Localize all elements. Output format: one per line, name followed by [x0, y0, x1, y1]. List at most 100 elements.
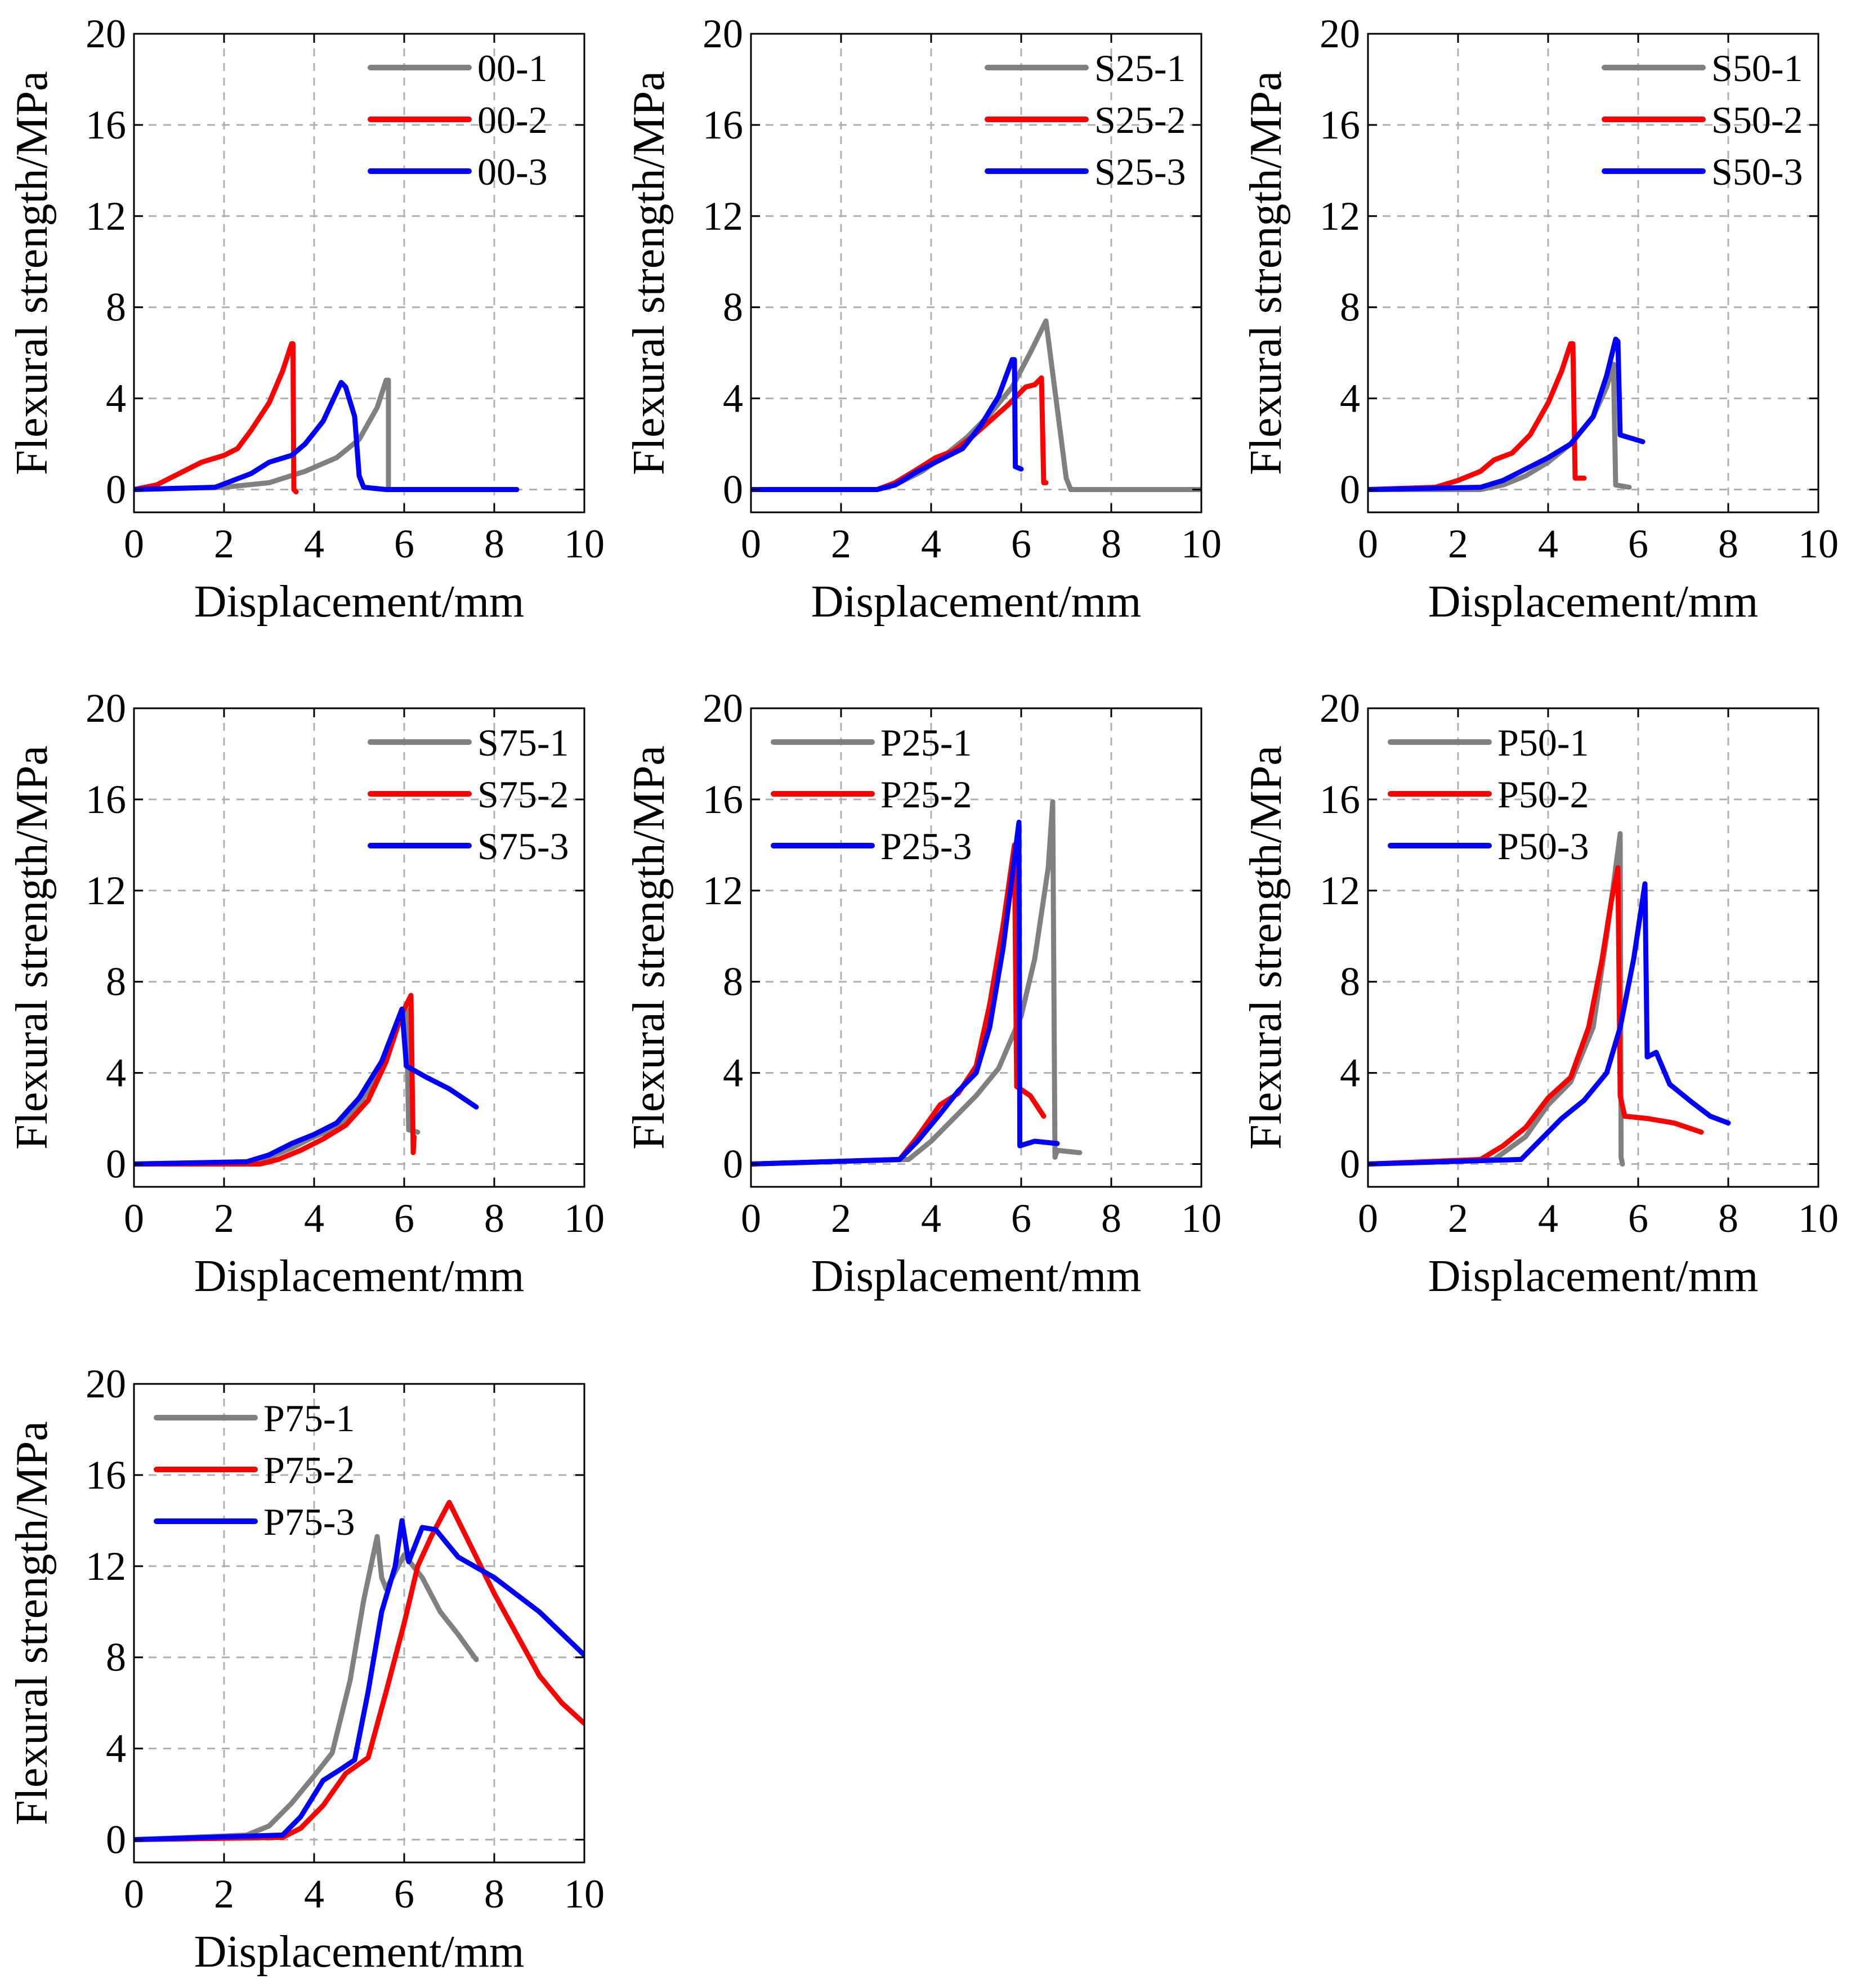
- y-tick-label: 12: [86, 868, 126, 913]
- y-tick-label: 0: [106, 1817, 126, 1862]
- x-tick-label: 6: [1011, 521, 1031, 566]
- legend-label: P25-2: [880, 773, 972, 816]
- y-tick-label: 4: [1340, 1051, 1360, 1096]
- series-line-P50-1: [1368, 831, 1625, 1167]
- legend-label: P25-1: [880, 721, 972, 764]
- x-tick-label: 8: [1718, 521, 1738, 566]
- x-tick-label: 6: [394, 1196, 414, 1241]
- legend-label: S50-1: [1711, 47, 1803, 90]
- x-tick-label: 4: [304, 1871, 324, 1916]
- x-tick-label: 4: [921, 521, 941, 566]
- series-line-S25-1: [751, 318, 1201, 492]
- x-axis-label: Displacement/mm: [194, 577, 525, 627]
- x-axis-label: Displacement/mm: [811, 577, 1142, 627]
- x-axis-label: Displacement/mm: [194, 1252, 525, 1301]
- y-tick-label: 12: [703, 868, 743, 913]
- y-tick-label: 0: [1340, 467, 1360, 512]
- legend-label: S25-3: [1094, 150, 1186, 193]
- x-tick-label: 6: [1628, 521, 1648, 566]
- y-tick-label: 16: [86, 777, 126, 822]
- y-tick-label: 4: [723, 376, 743, 421]
- x-tick-label: 8: [1101, 1196, 1121, 1241]
- series-line-00-1: [134, 377, 520, 492]
- y-tick-label: 4: [106, 1726, 126, 1771]
- series-line-P50-2: [1368, 865, 1704, 1167]
- y-axis-label: Flexural strength/MPa: [7, 71, 57, 475]
- legend: S25-1 S25-2 S25-3: [985, 47, 1186, 193]
- x-tick-label: 4: [1538, 521, 1558, 566]
- x-tick-label: 10: [1798, 1196, 1839, 1241]
- x-tick-label: 4: [304, 521, 324, 566]
- y-tick-label: 16: [703, 102, 743, 148]
- legend-label: P75-1: [263, 1397, 355, 1440]
- series-line-P25-3: [751, 819, 1060, 1167]
- legend: P25-1 P25-2 P25-3: [771, 721, 972, 868]
- y-tick-label: 16: [86, 1453, 126, 1498]
- y-tick-label: 12: [86, 1544, 126, 1589]
- x-tick-label: 6: [394, 1871, 414, 1916]
- chart-panel-3: 0 2 4 6 8 10 0 4 8 12 16 20 Displacement/mm Flexural …: [1241, 11, 1839, 627]
- y-axis-label: Flexural strength/MPa: [1241, 71, 1291, 475]
- y-tick-label: 20: [86, 1361, 126, 1406]
- x-tick-label: 10: [1181, 521, 1222, 566]
- y-tick-label: 8: [106, 285, 126, 330]
- x-tick-label: 2: [214, 1871, 234, 1916]
- y-axis-label: Flexural strength/MPa: [1241, 745, 1291, 1150]
- x-tick-label: 6: [1011, 1196, 1031, 1241]
- chart-panel-4: 0 2 4 6 8 10 0 4 8 12 16 20 Displacement/mm Flexural …: [7, 686, 605, 1301]
- legend-label: 00-2: [477, 99, 548, 141]
- axes-frame: [750, 33, 1202, 513]
- y-tick-label: 20: [1320, 686, 1360, 731]
- chart-panel-6: 0 2 4 6 8 10 0 4 8 12 16 20 Displacement/mm Flexural …: [1241, 686, 1839, 1301]
- y-tick-label: 20: [86, 11, 126, 56]
- legend-label: S75-3: [477, 825, 569, 868]
- x-tick-label: 0: [124, 1196, 144, 1241]
- legend-label: 00-1: [477, 47, 548, 90]
- legend-label: P75-2: [263, 1449, 355, 1491]
- y-tick-label: 4: [723, 1051, 743, 1096]
- axes-frame: [133, 1383, 585, 1864]
- legend-label: P50-3: [1497, 825, 1589, 868]
- legend-label: P25-3: [880, 825, 972, 868]
- y-tick-label: 8: [723, 959, 743, 1004]
- x-tick-label: 2: [1448, 521, 1468, 566]
- series-line-P75-1: [134, 1534, 479, 1842]
- y-tick-label: 16: [703, 777, 743, 822]
- y-tick-label: 16: [1320, 102, 1360, 148]
- y-tick-label: 0: [106, 467, 126, 512]
- series-line-S25-3: [751, 357, 1024, 492]
- legend-label: P50-1: [1497, 721, 1589, 764]
- y-tick-label: 0: [723, 1142, 743, 1187]
- series-line-00-2: [134, 341, 299, 495]
- legend-label: P75-3: [263, 1500, 355, 1543]
- x-tick-label: 8: [484, 521, 504, 566]
- x-tick-label: 2: [831, 521, 851, 566]
- x-tick-label: 2: [214, 521, 234, 566]
- legend-label: S25-1: [1094, 47, 1186, 90]
- x-tick-label: 0: [741, 521, 761, 566]
- x-tick-label: 8: [1718, 1196, 1738, 1241]
- y-tick-label: 12: [86, 194, 126, 239]
- y-tick-label: 20: [1320, 11, 1360, 56]
- y-tick-label: 20: [703, 11, 743, 56]
- legend-label: S50-2: [1711, 99, 1803, 141]
- y-tick-label: 12: [703, 194, 743, 239]
- series-line-00-3: [134, 379, 520, 492]
- y-tick-label: 4: [1340, 376, 1360, 421]
- x-tick-label: 2: [831, 1196, 851, 1241]
- series-line-P75-3: [134, 1518, 584, 1842]
- x-tick-label: 0: [1358, 1196, 1378, 1241]
- x-tick-label: 0: [1358, 521, 1378, 566]
- x-tick-label: 6: [1628, 1196, 1648, 1241]
- y-tick-label: 0: [1340, 1142, 1360, 1187]
- y-tick-label: 16: [86, 102, 126, 148]
- x-tick-label: 2: [214, 1196, 234, 1241]
- y-tick-label: 8: [106, 959, 126, 1004]
- x-axis-label: Displacement/mm: [194, 1927, 525, 1977]
- x-axis-label: Displacement/mm: [811, 1252, 1142, 1301]
- x-tick-label: 0: [124, 521, 144, 566]
- x-tick-label: 2: [1448, 1196, 1468, 1241]
- x-tick-label: 6: [394, 521, 414, 566]
- x-tick-label: 0: [741, 1196, 761, 1241]
